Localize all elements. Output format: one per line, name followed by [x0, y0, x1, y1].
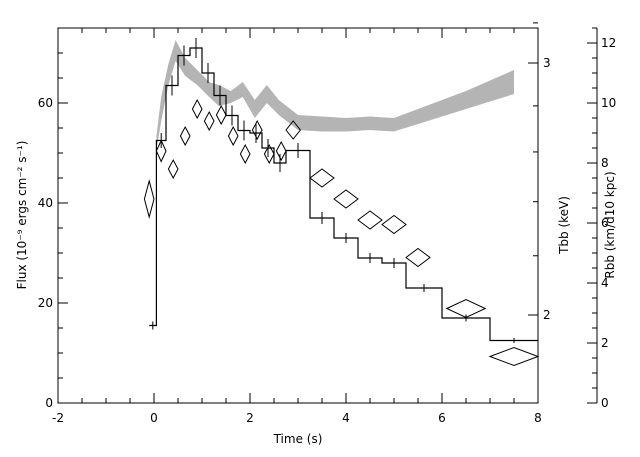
radius-point	[239, 143, 251, 165]
flux-axis: 0 20 40 60	[38, 27, 68, 410]
radius-point	[285, 120, 302, 140]
plot-content	[143, 38, 540, 367]
radius-point	[191, 98, 203, 120]
radius-point	[215, 104, 227, 126]
flux-axis-label: Flux (10⁻⁹ ergs cm⁻² s⁻¹)	[15, 141, 29, 290]
radius-point	[445, 298, 487, 319]
x-tick-label: -2	[52, 411, 64, 425]
radius-point	[357, 210, 383, 230]
radius-point	[179, 125, 191, 147]
radius-point	[143, 179, 155, 219]
radius-point	[227, 125, 239, 147]
x-tick-label: 0	[150, 411, 158, 425]
temperature-band	[156, 40, 514, 151]
x-axis-label: Time (s)	[273, 432, 323, 446]
radius-point	[167, 158, 179, 180]
x-tick-label: 6	[438, 411, 446, 425]
radius-point	[381, 214, 407, 235]
radius-point	[405, 247, 431, 268]
radius-tick-label: 8	[601, 156, 609, 170]
radius-point	[275, 140, 287, 162]
radius-tick-label: 2	[601, 336, 609, 350]
x-tick-label: 8	[534, 411, 542, 425]
radius-tick-label: 4	[601, 276, 609, 290]
radius-point	[155, 139, 167, 163]
radius-point	[333, 189, 359, 209]
temp-tick-label: 3	[543, 56, 551, 70]
radius-point	[251, 119, 263, 141]
temperature-axis: 23	[528, 22, 551, 322]
radius-axis-label: Rbb (km/d10 kpc)	[603, 171, 617, 278]
radius-point	[203, 110, 215, 132]
flux-tick-label: 60	[38, 96, 53, 110]
radius-point	[263, 143, 275, 165]
temp-tick-label: 2	[543, 308, 551, 322]
x-tick-label: 2	[246, 411, 254, 425]
x-axis: -2 0 2 4 6 8	[52, 28, 542, 425]
temperature-axis-label: Tbb (keV)	[557, 196, 571, 255]
radius-axis: 0 2 4 6 8 10 12	[587, 27, 616, 410]
flux-tick-label: 40	[38, 196, 53, 210]
radius-tick-label: 0	[601, 396, 609, 410]
x-tick-label: 4	[342, 411, 350, 425]
radius-tick-label: 12	[601, 36, 616, 50]
radius-tick-label: 6	[601, 216, 609, 230]
flux-tick-label: 20	[38, 296, 53, 310]
radius-tick-label: 10	[601, 96, 616, 110]
radius-point	[309, 168, 335, 188]
flux-tick-label: 0	[45, 396, 53, 410]
